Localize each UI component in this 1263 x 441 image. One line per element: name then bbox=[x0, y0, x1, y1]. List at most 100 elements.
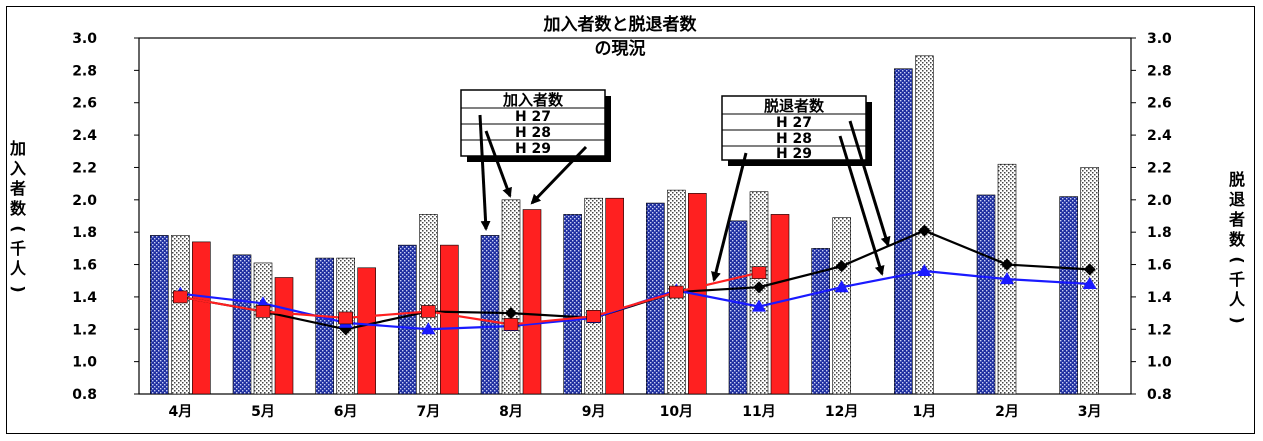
left-axis-title-char: 数 bbox=[10, 199, 27, 218]
legend-join-item-h28: H 28 bbox=[515, 125, 551, 141]
bar-h27-3 bbox=[398, 244, 417, 395]
marker-h29-5 bbox=[586, 310, 601, 323]
right-tick-label: 2.8 bbox=[1147, 63, 1172, 79]
left-tick-label: 2.4 bbox=[72, 128, 97, 144]
left-tick-label: 2.6 bbox=[72, 96, 97, 112]
marker-h28-11 bbox=[1082, 276, 1097, 289]
bar-h28-5 bbox=[584, 197, 603, 395]
left-tick-label: 2.0 bbox=[72, 193, 97, 209]
bar-h28-4 bbox=[501, 199, 521, 395]
legend-leave-title: 脱退者数 bbox=[764, 97, 825, 115]
marker-h28-8 bbox=[834, 280, 849, 293]
chart-frame bbox=[6, 6, 1255, 434]
arrow-join-h27 bbox=[478, 114, 491, 231]
x-tick-label: 2月 bbox=[995, 404, 1019, 420]
legend-join-item-h27: H 27 bbox=[515, 109, 551, 125]
bar-h29-5 bbox=[605, 197, 624, 395]
x-tick-label: 4月 bbox=[168, 404, 192, 420]
right-axis-title: 脱退者数 (千人) bbox=[1228, 170, 1247, 324]
right-tick-label: 2.2 bbox=[1147, 160, 1172, 176]
left-axis-title-char: 入 bbox=[10, 159, 26, 178]
right-tick-label: 1.4 bbox=[1147, 290, 1172, 306]
left-tick-label: 1.6 bbox=[72, 258, 97, 274]
bar-h27-5 bbox=[563, 214, 582, 395]
marker-h29-2 bbox=[338, 311, 353, 325]
bar-h29-2 bbox=[357, 267, 376, 395]
legend-leave-item-h29: H 29 bbox=[776, 146, 812, 162]
right-tick-label: 2.6 bbox=[1147, 96, 1172, 112]
bar-h27-7 bbox=[728, 220, 748, 395]
left-axis-title-char: 者 bbox=[9, 179, 26, 198]
right-axis-title-char: 千 bbox=[1229, 270, 1245, 289]
bar-h27-11 bbox=[1059, 196, 1078, 395]
right-axis-title-char: 者 bbox=[1228, 210, 1245, 229]
right-tick-label: 1.0 bbox=[1147, 355, 1172, 371]
marker-h27-9 bbox=[918, 224, 931, 237]
left-axis-title-char: 人 bbox=[10, 259, 27, 278]
right-tick-label: 1.8 bbox=[1147, 225, 1172, 241]
x-tick-label: 6月 bbox=[334, 404, 358, 420]
arrow-leave-h27 bbox=[848, 120, 891, 247]
right-axis-title-char: ( bbox=[1228, 256, 1247, 263]
bar-h27-1 bbox=[232, 254, 252, 395]
marker-h27-11 bbox=[1083, 263, 1096, 276]
marker-h29-3 bbox=[421, 305, 436, 318]
x-tick-label: 9月 bbox=[582, 404, 606, 420]
bar-h27-0 bbox=[150, 235, 169, 395]
legend-join-item-h29: H 29 bbox=[515, 141, 551, 157]
bar-h27-10 bbox=[976, 194, 996, 395]
legend-leave-item-h27: H 27 bbox=[776, 115, 812, 131]
right-tick-label: 0.8 bbox=[1147, 387, 1172, 403]
right-tick-label: 1.6 bbox=[1147, 258, 1172, 274]
marker-h27-10 bbox=[1001, 258, 1013, 271]
marker-h27-8 bbox=[835, 260, 848, 273]
left-axis-title-char: ) bbox=[9, 285, 28, 292]
arrow-join-h28 bbox=[484, 130, 512, 198]
bar-h29-4 bbox=[522, 209, 542, 395]
bar-h28-1 bbox=[253, 262, 273, 395]
left-tick-label: 1.0 bbox=[72, 355, 97, 371]
left-tick-label: 3.0 bbox=[72, 31, 97, 47]
left-tick-label: 1.8 bbox=[72, 225, 97, 241]
arrow-leave-h28 bbox=[838, 135, 885, 276]
x-tick-label: 11月 bbox=[742, 404, 775, 420]
right-tick-label: 2.4 bbox=[1147, 128, 1172, 144]
right-tick-label: 1.2 bbox=[1147, 322, 1172, 338]
x-tick-label: 7月 bbox=[416, 404, 440, 420]
left-axis-title: 加入者数 (千人) bbox=[9, 139, 28, 293]
left-axis-title-char: ( bbox=[9, 225, 28, 232]
x-tick-label: 12月 bbox=[825, 404, 858, 420]
marker-h28-3 bbox=[421, 322, 436, 335]
left-tick-label: 1.4 bbox=[72, 290, 97, 306]
marker-h29-6 bbox=[669, 285, 684, 299]
left-tick-label: 2.2 bbox=[72, 160, 97, 176]
left-tick-label: 1.2 bbox=[72, 322, 97, 338]
legend-join: 加入者数 H 27 H 28 H 29 bbox=[460, 89, 611, 162]
left-axis-title-char: 千 bbox=[10, 239, 26, 258]
x-tick-label: 5月 bbox=[251, 404, 275, 420]
bar-h27-9 bbox=[894, 68, 913, 395]
bar-h29-3 bbox=[440, 244, 459, 395]
marker-h29-4 bbox=[503, 318, 519, 331]
bar-h28-0 bbox=[171, 235, 190, 395]
right-axis-title-char: 数 bbox=[1229, 230, 1246, 249]
marker-h27-7 bbox=[753, 281, 765, 294]
left-tick-label: 2.8 bbox=[72, 63, 97, 79]
right-axis-title-char: 退 bbox=[1229, 190, 1245, 209]
chart-title-line-2: の現況 bbox=[595, 38, 646, 59]
bar-h28-8 bbox=[832, 217, 851, 395]
marker-h28-7 bbox=[752, 299, 766, 312]
marker-h29-7 bbox=[751, 266, 767, 279]
x-tick-label: 3月 bbox=[1078, 404, 1102, 420]
line-h29 bbox=[180, 271, 760, 326]
left-tick-label: 0.8 bbox=[72, 387, 97, 403]
x-tick-label: 1月 bbox=[912, 404, 936, 420]
right-tick-label: 3.0 bbox=[1147, 31, 1172, 47]
bar-h27-4 bbox=[480, 235, 500, 395]
x-tick-label: 8月 bbox=[499, 404, 523, 420]
bar-h27-8 bbox=[811, 248, 830, 395]
chart-title-line-1: 加入者数と脱退者数 bbox=[543, 14, 698, 35]
marker-h29-0 bbox=[173, 290, 188, 304]
marker-h29-1 bbox=[255, 305, 271, 318]
bar-h29-0 bbox=[192, 241, 211, 395]
